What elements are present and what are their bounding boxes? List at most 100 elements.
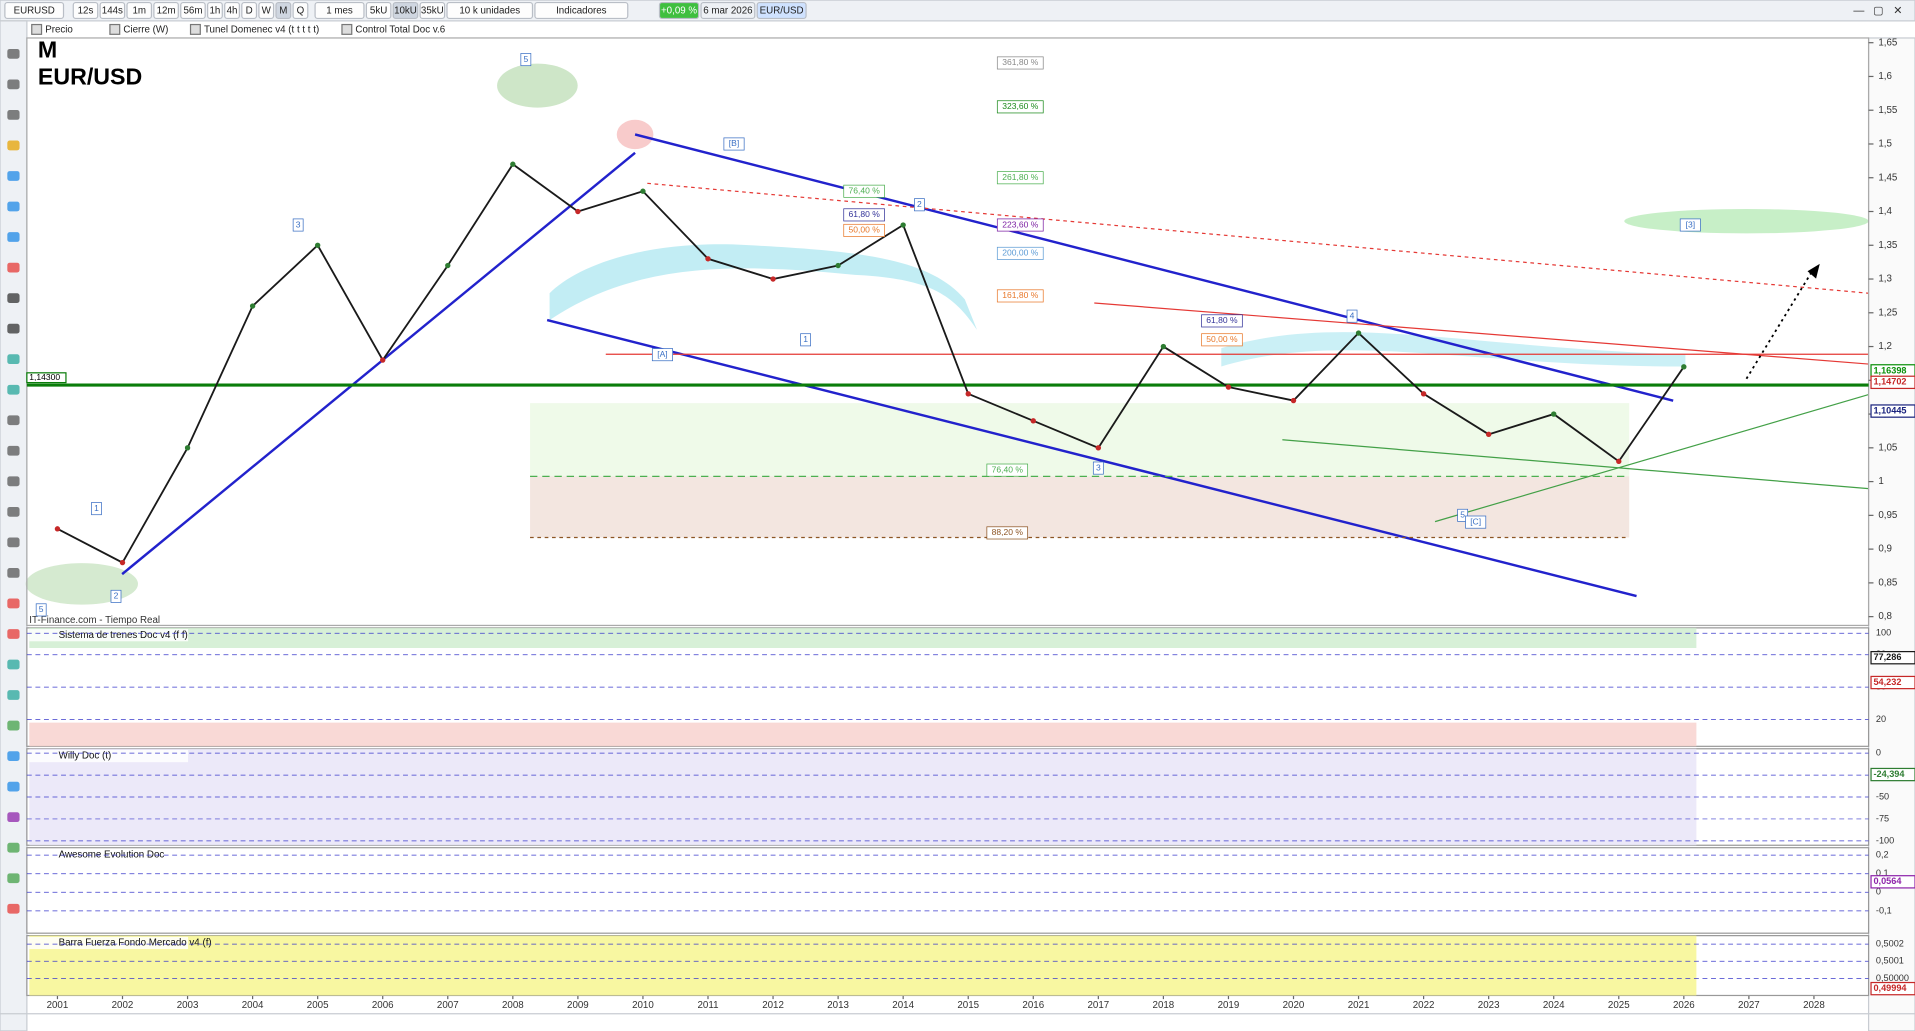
- overlay-label[interactable]: Control Total Doc v.6: [355, 25, 445, 36]
- tool-icon[interactable]: [7, 201, 20, 212]
- plot-frame: [26, 37, 1870, 627]
- toolbar-button[interactable]: [756, 1, 807, 20]
- tool-icon[interactable]: [7, 48, 20, 59]
- tool-icon[interactable]: [7, 568, 20, 578]
- toolbar-button[interactable]: [365, 1, 392, 20]
- toolbar-button[interactable]: [534, 1, 629, 20]
- toolbar-label[interactable]: +0,09 %: [661, 6, 697, 17]
- tool-icon[interactable]: [7, 598, 20, 609]
- tool-icon[interactable]: [7, 720, 20, 731]
- tool-icon[interactable]: [7, 659, 20, 670]
- toolbar-label[interactable]: 1h: [210, 6, 221, 17]
- tool-icon[interactable]: [7, 781, 20, 792]
- price-point: [1290, 397, 1297, 404]
- toolbar-label[interactable]: Indicadores: [556, 6, 607, 17]
- annotation-box: [996, 218, 1044, 232]
- toolbar-button[interactable]: [99, 1, 126, 20]
- tool-icon[interactable]: [7, 506, 20, 517]
- tool-icon[interactable]: [7, 629, 20, 639]
- toolbar-label[interactable]: Q: [297, 6, 305, 17]
- toolbar-label[interactable]: 10 k unidades: [459, 6, 520, 17]
- toolbar-label[interactable]: 5kU: [370, 6, 387, 17]
- overlay-label[interactable]: Precio: [45, 25, 73, 36]
- toolbar-label[interactable]: 12s: [78, 6, 94, 17]
- toolbar-label[interactable]: EUR/USD: [760, 6, 804, 17]
- tool-icon[interactable]: [7, 903, 20, 914]
- tool-icon[interactable]: [7, 476, 20, 487]
- annotation: 50,00 %: [848, 225, 880, 235]
- toolbar-label[interactable]: EURUSD: [14, 6, 55, 17]
- toolbar-button[interactable]: [314, 1, 365, 20]
- tool-icon[interactable]: [7, 384, 20, 395]
- tool-icon[interactable]: [7, 842, 20, 853]
- tool-icon[interactable]: [7, 79, 20, 90]
- tool-icon[interactable]: [7, 690, 20, 700]
- toolbar-button[interactable]: [224, 1, 240, 20]
- y-tick-label: 1,45: [1878, 172, 1898, 183]
- tool-icon[interactable]: [7, 293, 20, 303]
- tool-icon[interactable]: [7, 323, 20, 334]
- toolbar-button[interactable]: [153, 1, 179, 20]
- y-tick-label: 1,6: [1878, 71, 1892, 82]
- tool-icon[interactable]: [7, 140, 20, 151]
- overlay-swatch[interactable]: [341, 23, 353, 35]
- channel-line: [546, 318, 1637, 598]
- toolbar-button[interactable]: [700, 1, 756, 20]
- window-control[interactable]: ✕: [1893, 5, 1902, 17]
- toolbar-label[interactable]: 12m: [157, 6, 176, 17]
- y-tick-label: 1,25: [1878, 307, 1898, 318]
- toolbar-button[interactable]: [292, 1, 309, 20]
- price-tag: [1870, 404, 1915, 418]
- panel-tick-label: -0,1: [1876, 905, 1892, 915]
- toolbar-label[interactable]: 6 mar 2026: [703, 6, 752, 17]
- toolbar-button[interactable]: [72, 1, 99, 20]
- toolbar-button[interactable]: [180, 1, 206, 20]
- overlay-swatch[interactable]: [109, 23, 121, 35]
- toolbar-label[interactable]: 56m: [183, 6, 202, 17]
- window-control[interactable]: —: [1853, 5, 1864, 17]
- toolbar-label[interactable]: 1m: [132, 6, 146, 17]
- tool-icon[interactable]: [7, 110, 20, 120]
- toolbar-button[interactable]: [446, 1, 534, 20]
- y-tick-label: 1,65: [1878, 37, 1898, 48]
- tool-icon[interactable]: [7, 354, 20, 365]
- tool-icon[interactable]: [7, 751, 20, 761]
- toolbar-label[interactable]: 35kU: [421, 6, 444, 17]
- x-tick-label: 2009: [567, 1000, 589, 1011]
- tool-icon[interactable]: [7, 537, 20, 548]
- tool-icon[interactable]: [7, 873, 20, 884]
- toolbar-button[interactable]: [419, 1, 446, 20]
- annotation: 5: [1460, 510, 1465, 520]
- toolbar-label[interactable]: W: [262, 6, 272, 17]
- toolbar-button[interactable]: [126, 1, 153, 20]
- current-tag: [1870, 981, 1915, 996]
- toolbar-label[interactable]: D: [246, 6, 253, 17]
- overlay-label[interactable]: Cierre (W): [123, 25, 168, 36]
- tool-icon[interactable]: [7, 415, 20, 426]
- toolbar-button[interactable]: [392, 1, 419, 20]
- toolbar-button[interactable]: [258, 1, 275, 20]
- toolbar-button[interactable]: [207, 1, 223, 20]
- x-tick-label: 2002: [112, 1000, 134, 1011]
- overlay-label[interactable]: Tunel Domenec v4 (t t t t t): [204, 25, 319, 36]
- overlay-swatch[interactable]: [31, 23, 43, 35]
- toolbar-button[interactable]: [658, 1, 700, 20]
- toolbar-label[interactable]: 1 mes: [326, 6, 353, 17]
- tool-icon[interactable]: [7, 812, 20, 823]
- toolbar-button[interactable]: [241, 1, 258, 20]
- toolbar-label[interactable]: 144s: [102, 6, 123, 17]
- toolbar-button[interactable]: [275, 1, 292, 20]
- tool-icon[interactable]: [7, 171, 20, 181]
- annotation: [A]: [657, 349, 667, 359]
- toolbar-label[interactable]: 10kU: [394, 6, 417, 17]
- x-tick-label: 2019: [1218, 1000, 1240, 1011]
- window-control[interactable]: ▢: [1873, 5, 1883, 17]
- overlay-swatch[interactable]: [189, 23, 201, 35]
- toolbar-button[interactable]: [4, 1, 65, 20]
- panel-tick-label: 0,5002: [1876, 939, 1904, 949]
- toolbar-label[interactable]: M: [279, 6, 287, 17]
- tool-icon[interactable]: [7, 445, 20, 456]
- tool-icon[interactable]: [7, 262, 20, 273]
- toolbar-label[interactable]: 4h: [227, 6, 238, 17]
- tool-icon[interactable]: [7, 232, 20, 242]
